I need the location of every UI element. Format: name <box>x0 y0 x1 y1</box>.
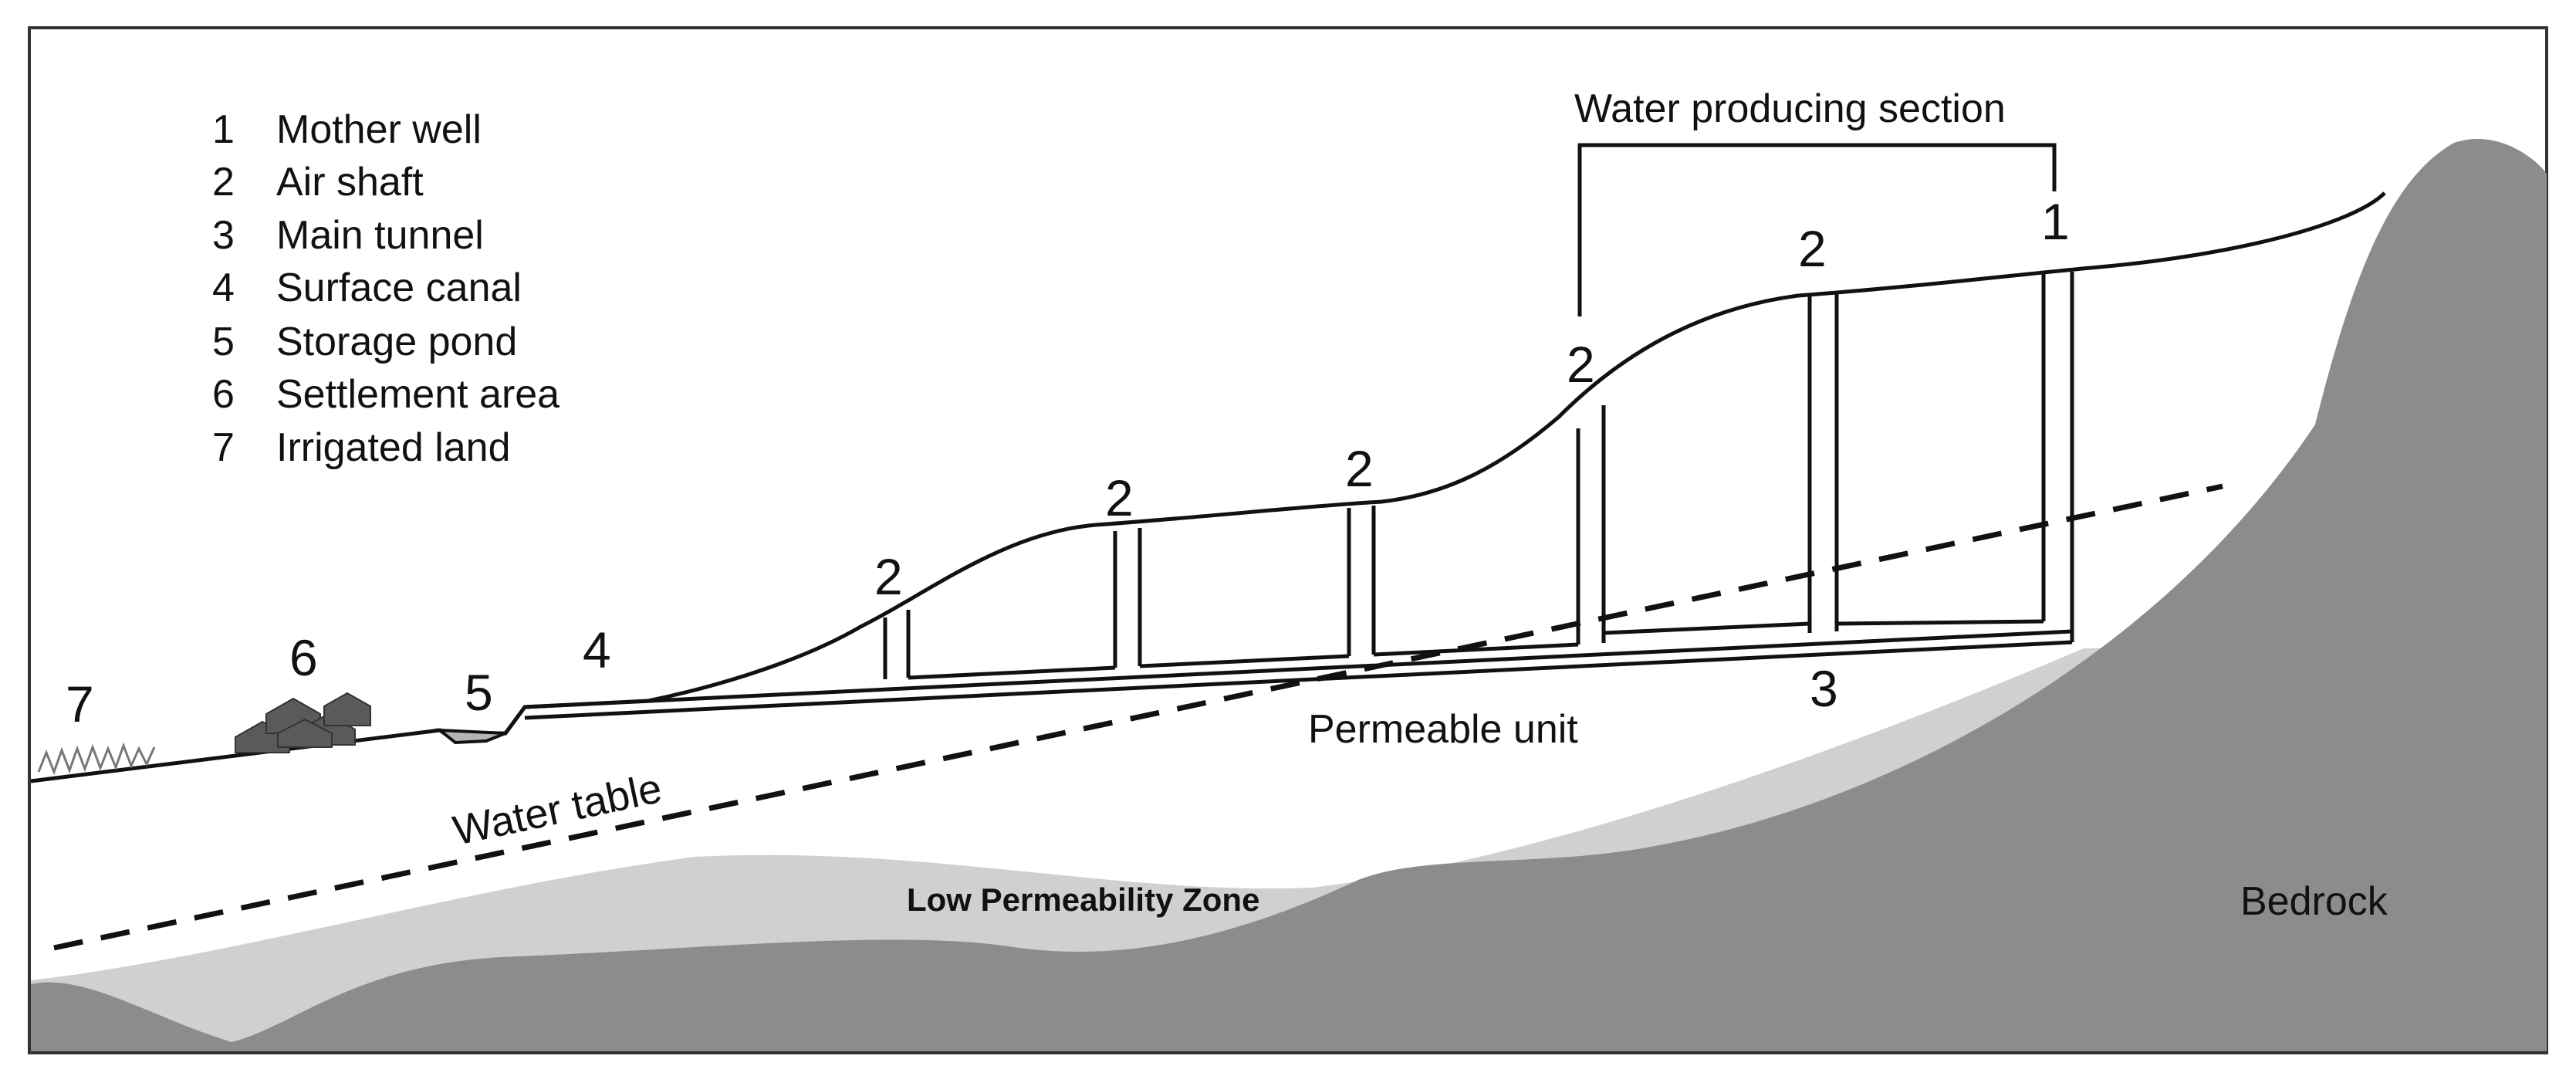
marker-air-shaft: 2 <box>1105 469 1134 526</box>
marker-surface-canal: 4 <box>583 621 611 678</box>
main-tunnel-bottom <box>524 640 2073 720</box>
air-shaft <box>1576 405 1606 645</box>
marker-air-shaft: 2 <box>874 548 903 605</box>
bedrock <box>31 138 2547 1051</box>
legend-text: Settlement area <box>276 372 559 417</box>
air-shaft <box>1347 506 1376 656</box>
legend-text: Surface canal <box>276 266 522 310</box>
air-shaft <box>883 610 911 679</box>
legend-number: 4 <box>212 266 235 310</box>
marker-air-shaft: 2 <box>1798 220 1827 277</box>
legend-number: 7 <box>212 425 235 470</box>
legend-text: Air shaft <box>276 160 424 205</box>
shaft-bottoms <box>908 619 2044 680</box>
marker-air-shaft: 2 <box>1345 440 1374 497</box>
legend-number: 2 <box>212 160 235 205</box>
legend-text: Main tunnel <box>276 213 484 258</box>
legend: 1 Mother well 2 Air shaft 3 Main tunnel … <box>212 107 559 470</box>
label-permeable-unit: Permeable unit <box>1308 707 1578 752</box>
marker-air-shaft: 2 <box>1567 336 1595 393</box>
settlement-houses <box>235 692 371 753</box>
ground-surface-line <box>30 191 2386 783</box>
legend-text: Irrigated land <box>276 425 511 470</box>
legend-number: 1 <box>212 107 235 152</box>
label-bedrock: Bedrock <box>2240 879 2388 924</box>
legend-number: 6 <box>212 372 235 417</box>
storage-pond <box>434 728 506 745</box>
legend-number: 5 <box>212 320 235 364</box>
legend-text: Mother well <box>276 107 482 152</box>
marker-storage-pond: 5 <box>465 664 493 721</box>
main-tunnel-top <box>524 629 2073 709</box>
irrigated-land-vegetation <box>37 742 156 776</box>
label-water-producing-section: Water producing section <box>1574 86 2006 131</box>
marker-irrigated-land: 7 <box>66 675 94 733</box>
marker-main-tunnel: 3 <box>1810 660 1838 717</box>
water-producing-section-bracket <box>1577 143 2057 316</box>
label-low-permeability-zone: Low Permeability Zone <box>907 881 1259 918</box>
air-shaft <box>1113 528 1142 668</box>
legend-number: 3 <box>212 213 235 258</box>
legend-text: Storage pond <box>276 320 517 364</box>
mother-well-shaft <box>2041 272 2074 631</box>
marker-settlement-area: 6 <box>289 629 318 686</box>
water-table-line <box>53 483 2223 951</box>
marker-mother-well: 1 <box>2041 193 2070 250</box>
